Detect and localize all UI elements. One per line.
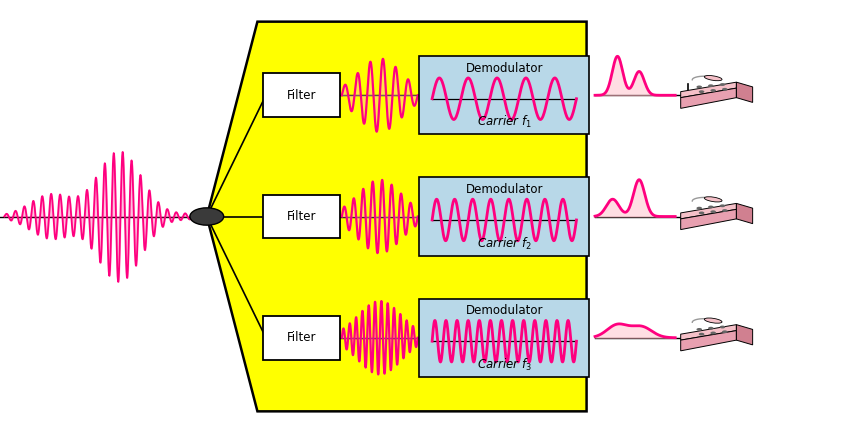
Circle shape: [720, 326, 725, 329]
Circle shape: [708, 327, 714, 330]
Circle shape: [722, 88, 728, 91]
Text: Demodulator: Demodulator: [466, 61, 543, 75]
Polygon shape: [736, 204, 753, 223]
Text: Filter: Filter: [287, 89, 316, 102]
FancyBboxPatch shape: [419, 56, 589, 134]
Circle shape: [720, 83, 725, 86]
Ellipse shape: [705, 197, 722, 202]
Polygon shape: [736, 325, 753, 345]
Circle shape: [696, 85, 702, 88]
Circle shape: [699, 211, 705, 214]
Text: Carrier $f_{2}$: Carrier $f_{2}$: [477, 236, 532, 252]
Circle shape: [699, 90, 705, 93]
Circle shape: [696, 207, 702, 210]
FancyBboxPatch shape: [419, 299, 589, 377]
Circle shape: [720, 204, 725, 207]
FancyBboxPatch shape: [263, 74, 340, 117]
Circle shape: [699, 333, 705, 336]
Text: Filter: Filter: [287, 331, 316, 344]
Circle shape: [711, 332, 716, 334]
Polygon shape: [680, 82, 736, 97]
Circle shape: [711, 89, 716, 92]
Circle shape: [711, 210, 716, 213]
FancyBboxPatch shape: [263, 316, 340, 359]
Ellipse shape: [705, 318, 722, 323]
FancyBboxPatch shape: [419, 178, 589, 255]
Polygon shape: [207, 22, 587, 411]
Circle shape: [708, 206, 714, 208]
Text: Carrier $f_{1}$: Carrier $f_{1}$: [477, 114, 532, 130]
Polygon shape: [680, 331, 736, 351]
Circle shape: [722, 330, 728, 333]
Text: Filter: Filter: [287, 210, 316, 223]
Circle shape: [190, 208, 224, 225]
FancyBboxPatch shape: [263, 195, 340, 238]
Circle shape: [722, 209, 728, 212]
Polygon shape: [680, 88, 736, 108]
Text: Demodulator: Demodulator: [466, 304, 543, 317]
Text: Demodulator: Demodulator: [466, 183, 543, 196]
Circle shape: [708, 84, 714, 87]
Ellipse shape: [705, 75, 722, 81]
Text: Carrier $f_{3}$: Carrier $f_{3}$: [477, 357, 532, 373]
Circle shape: [696, 328, 702, 331]
Polygon shape: [680, 204, 736, 219]
Polygon shape: [680, 325, 736, 340]
Polygon shape: [680, 210, 736, 229]
Polygon shape: [736, 82, 753, 102]
